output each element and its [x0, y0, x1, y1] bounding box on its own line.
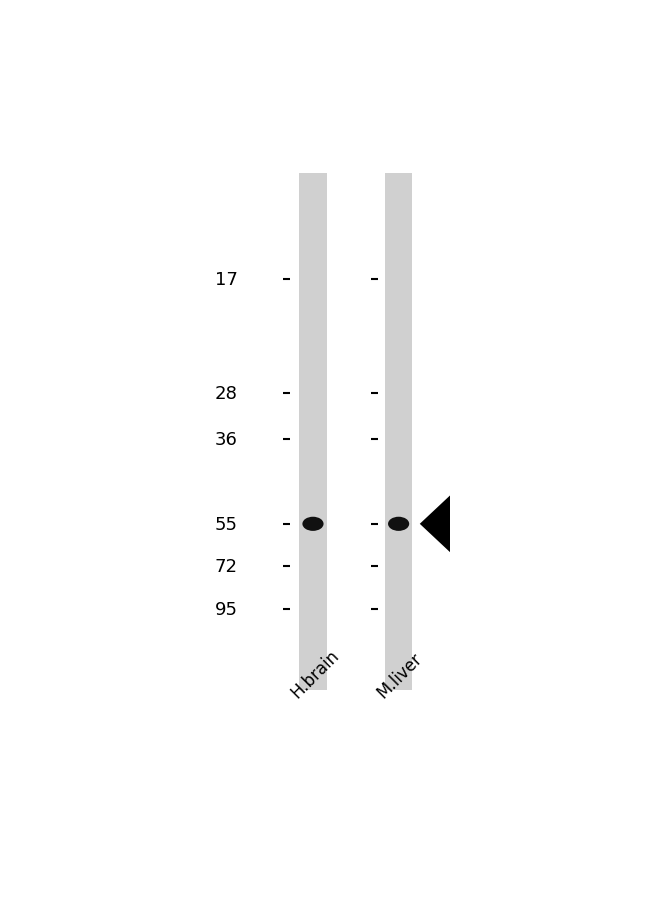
- Text: 55: 55: [214, 516, 237, 533]
- Text: 28: 28: [214, 384, 237, 403]
- Text: 17: 17: [214, 271, 237, 289]
- FancyBboxPatch shape: [299, 174, 327, 690]
- Text: H.brain: H.brain: [288, 646, 343, 701]
- Ellipse shape: [388, 517, 410, 531]
- Ellipse shape: [302, 517, 324, 531]
- Text: 95: 95: [214, 600, 237, 618]
- Text: 72: 72: [214, 558, 237, 575]
- FancyBboxPatch shape: [385, 174, 413, 690]
- Text: M.liver: M.liver: [373, 649, 426, 701]
- Text: 36: 36: [214, 430, 237, 448]
- Polygon shape: [420, 496, 450, 552]
